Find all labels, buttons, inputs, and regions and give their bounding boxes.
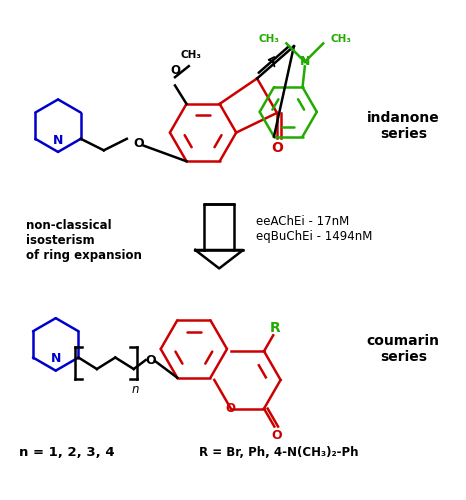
Text: non-classical
isosterism
of ring expansion: non-classical isosterism of ring expansi… <box>26 220 142 262</box>
Text: CH₃: CH₃ <box>181 50 202 60</box>
Text: coumarin
series: coumarin series <box>367 334 440 364</box>
Text: O: O <box>145 354 156 368</box>
Text: O: O <box>271 430 282 442</box>
Text: indanone
series: indanone series <box>367 110 440 141</box>
Text: CH₃: CH₃ <box>330 34 351 44</box>
Text: O: O <box>170 64 180 77</box>
Text: eeAChEi - 17nM
eqBuChEi - 1494nM: eeAChEi - 17nM eqBuChEi - 1494nM <box>256 216 372 244</box>
Text: O: O <box>271 142 283 156</box>
Text: N: N <box>300 56 310 68</box>
Text: O: O <box>226 402 236 415</box>
Text: R: R <box>270 322 281 336</box>
Text: n: n <box>131 383 139 396</box>
Text: R = Br, Ph, 4-N(CH₃)₂-Ph: R = Br, Ph, 4-N(CH₃)₂-Ph <box>199 446 359 459</box>
Text: N: N <box>50 352 61 366</box>
Text: n = 1, 2, 3, 4: n = 1, 2, 3, 4 <box>20 446 115 459</box>
Text: O: O <box>133 137 144 150</box>
Text: N: N <box>53 134 63 146</box>
Text: CH₃: CH₃ <box>259 34 280 44</box>
